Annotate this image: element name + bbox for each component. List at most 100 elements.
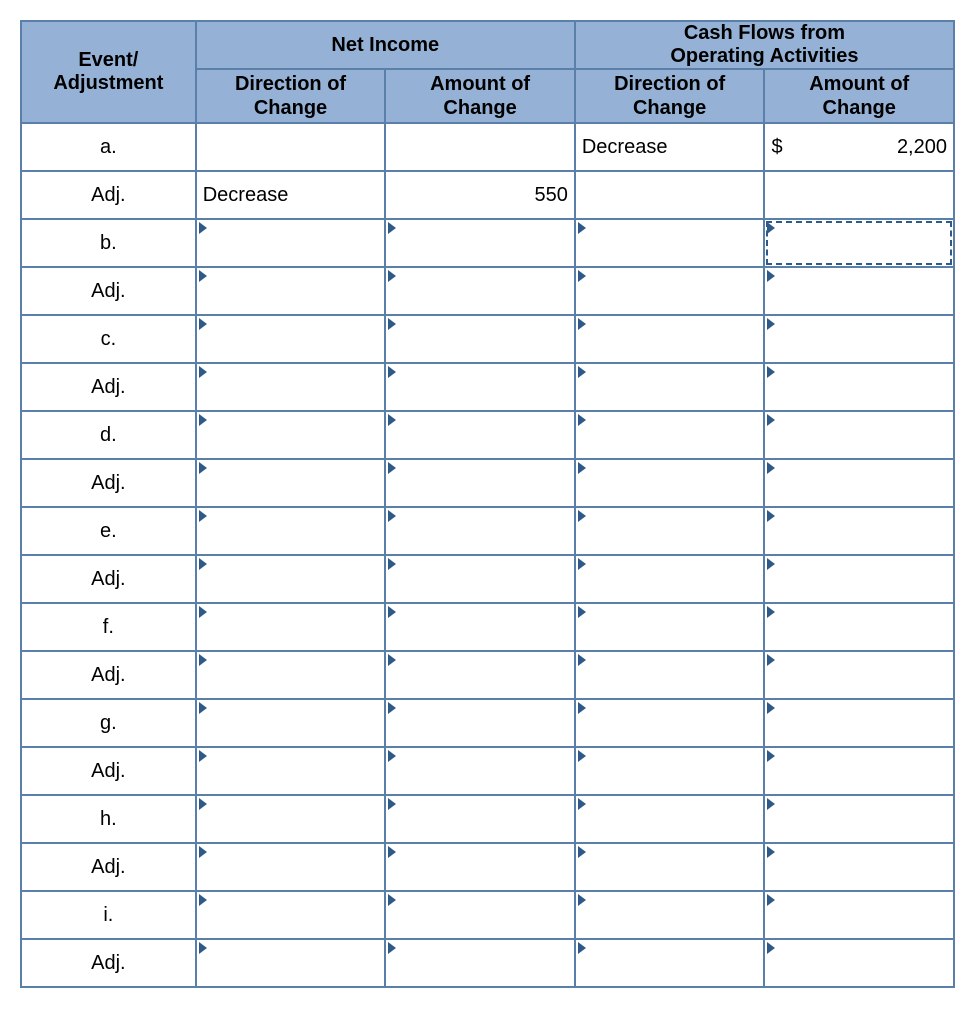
ni-direction-cell[interactable] — [196, 363, 386, 411]
ni-amount-cell[interactable] — [385, 843, 575, 891]
cf-amount-cell[interactable] — [764, 363, 954, 411]
table-row: Adj. — [21, 939, 954, 987]
ni-direction-cell[interactable] — [196, 651, 386, 699]
cf-direction-cell[interactable] — [575, 555, 765, 603]
table-row: e. — [21, 507, 954, 555]
cf-amount-cell[interactable] — [764, 891, 954, 939]
cf-amount-cell[interactable] — [764, 939, 954, 987]
cf-direction-cell[interactable] — [575, 411, 765, 459]
cf-direction-cell[interactable] — [575, 603, 765, 651]
table-row: Adj. — [21, 459, 954, 507]
table-row: Adj. — [21, 267, 954, 315]
ni-direction-cell[interactable] — [196, 795, 386, 843]
cf-amount-cell[interactable] — [764, 699, 954, 747]
ni-amount-cell[interactable] — [385, 651, 575, 699]
header-event-adjustment: Event/Adjustment — [21, 21, 196, 123]
cf-direction-cell — [575, 171, 765, 219]
cf-direction-cell[interactable] — [575, 315, 765, 363]
cf-direction-cell: Decrease — [575, 123, 765, 171]
row-label: b. — [21, 219, 196, 267]
ni-direction-cell[interactable] — [196, 555, 386, 603]
cf-amount-cell[interactable] — [764, 267, 954, 315]
ni-amount-cell[interactable] — [385, 891, 575, 939]
ni-direction-cell[interactable] — [196, 411, 386, 459]
ni-direction-cell[interactable] — [196, 939, 386, 987]
ni-amount-cell[interactable] — [385, 795, 575, 843]
table-row: b. — [21, 219, 954, 267]
table-row: c. — [21, 315, 954, 363]
ni-amount-cell[interactable] — [385, 747, 575, 795]
ni-direction-cell: Decrease — [196, 171, 386, 219]
row-label: f. — [21, 603, 196, 651]
ni-amount-cell[interactable] — [385, 315, 575, 363]
cf-direction-cell[interactable] — [575, 219, 765, 267]
row-label: e. — [21, 507, 196, 555]
table-row: Adj. — [21, 843, 954, 891]
table-row: i. — [21, 891, 954, 939]
cf-amount-cell[interactable] — [764, 747, 954, 795]
cf-direction-cell[interactable] — [575, 507, 765, 555]
cf-amount-cell[interactable] — [764, 603, 954, 651]
cf-direction-cell[interactable] — [575, 795, 765, 843]
ni-amount-cell[interactable] — [385, 363, 575, 411]
ni-direction-cell[interactable] — [196, 603, 386, 651]
table-row: f. — [21, 603, 954, 651]
cf-amount-cell[interactable] — [764, 651, 954, 699]
ni-direction-cell[interactable] — [196, 699, 386, 747]
ni-direction-cell[interactable] — [196, 747, 386, 795]
cf-direction-cell[interactable] — [575, 939, 765, 987]
ni-amount-cell[interactable] — [385, 267, 575, 315]
row-label: Adj. — [21, 651, 196, 699]
row-label: Adj. — [21, 459, 196, 507]
header-ni-direction: Direction ofChange — [196, 69, 386, 123]
ni-amount-cell[interactable] — [385, 219, 575, 267]
table-row: a.Decrease$2,200 — [21, 123, 954, 171]
cf-amount-cell[interactable] — [764, 411, 954, 459]
cf-direction-cell[interactable] — [575, 843, 765, 891]
ni-amount-cell[interactable] — [385, 699, 575, 747]
ni-amount-cell[interactable] — [385, 939, 575, 987]
cf-direction-cell[interactable] — [575, 267, 765, 315]
row-label: h. — [21, 795, 196, 843]
header-net-income: Net Income — [196, 21, 575, 69]
row-label: Adj. — [21, 843, 196, 891]
cf-direction-cell[interactable] — [575, 891, 765, 939]
ni-direction-cell[interactable] — [196, 267, 386, 315]
row-label: Adj. — [21, 555, 196, 603]
header-cf-amount: Amount ofChange — [764, 69, 954, 123]
ni-amount-cell[interactable] — [385, 555, 575, 603]
ni-direction-cell[interactable] — [196, 219, 386, 267]
row-label: g. — [21, 699, 196, 747]
cf-amount-cell[interactable] — [764, 843, 954, 891]
row-label: d. — [21, 411, 196, 459]
cf-amount-cell[interactable] — [764, 555, 954, 603]
table-row: g. — [21, 699, 954, 747]
table-row: Adj. — [21, 651, 954, 699]
cf-amount-cell[interactable] — [764, 459, 954, 507]
cf-direction-cell[interactable] — [575, 363, 765, 411]
ni-amount-cell: 550 — [385, 171, 575, 219]
table-row: h. — [21, 795, 954, 843]
ni-amount-cell[interactable] — [385, 411, 575, 459]
ni-amount-cell[interactable] — [385, 603, 575, 651]
cf-amount-cell[interactable] — [764, 219, 954, 267]
ni-direction-cell[interactable] — [196, 507, 386, 555]
ni-direction-cell[interactable] — [196, 843, 386, 891]
cf-direction-cell[interactable] — [575, 651, 765, 699]
row-label: Adj. — [21, 171, 196, 219]
ni-amount-cell[interactable] — [385, 459, 575, 507]
ni-amount-cell[interactable] — [385, 507, 575, 555]
cf-direction-cell[interactable] — [575, 747, 765, 795]
table-row: d. — [21, 411, 954, 459]
ni-direction-cell[interactable] — [196, 315, 386, 363]
cf-amount-cell[interactable] — [764, 315, 954, 363]
table-row: Adj. — [21, 363, 954, 411]
cf-direction-cell[interactable] — [575, 459, 765, 507]
cf-amount-cell[interactable] — [764, 795, 954, 843]
ni-direction-cell[interactable] — [196, 459, 386, 507]
cf-direction-cell[interactable] — [575, 699, 765, 747]
row-label: Adj. — [21, 747, 196, 795]
ni-direction-cell[interactable] — [196, 891, 386, 939]
cf-amount-cell[interactable] — [764, 507, 954, 555]
table-row: Adj. — [21, 555, 954, 603]
